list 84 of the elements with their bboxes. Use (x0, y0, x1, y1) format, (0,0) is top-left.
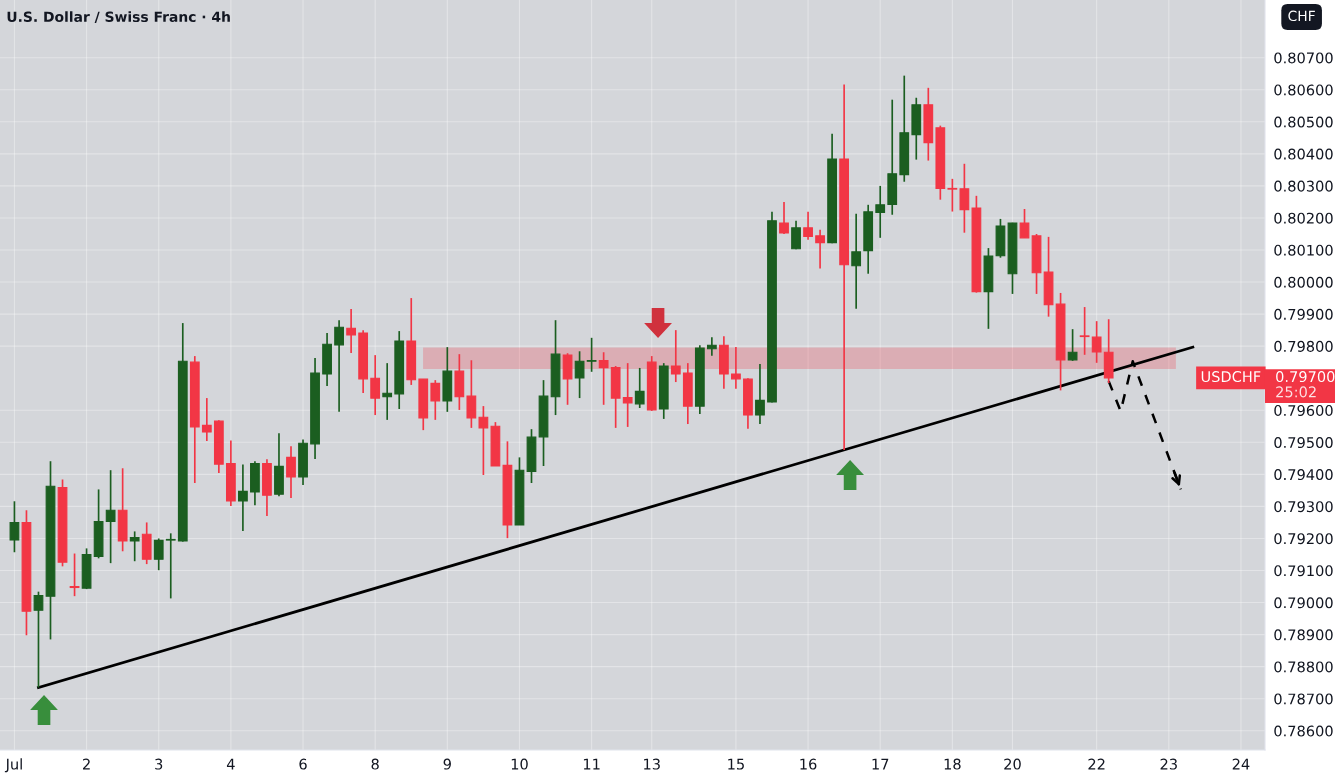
candlestick (622, 362, 633, 428)
x-tick-label: 2 (83, 758, 90, 770)
y-tick-label: 0.79000 (1274, 597, 1333, 609)
y-tick-label: 0.79600 (1274, 404, 1333, 416)
y-tick-label: 0.78800 (1274, 661, 1333, 673)
x-tick-label: 17 (872, 758, 889, 770)
x-tick-label: 10 (511, 758, 528, 770)
candlestick (153, 537, 164, 572)
candlestick (370, 354, 381, 416)
candlestick (586, 336, 597, 373)
x-tick-label: 18 (944, 758, 961, 770)
y-tick-label: 0.80400 (1274, 148, 1333, 160)
candlestick (574, 350, 585, 399)
y-tick-label: 0.80000 (1274, 276, 1333, 288)
candlestick (1079, 306, 1090, 356)
candlestick (803, 211, 813, 241)
candlestick (791, 219, 801, 251)
y-tick-label: 0.79300 (1274, 501, 1333, 513)
x-tick-label: 23 (1160, 758, 1177, 770)
y-tick-label: 0.79400 (1274, 469, 1333, 481)
x-tick-label: 4 (226, 758, 235, 770)
candlestick (947, 178, 958, 213)
candlestick (9, 500, 20, 554)
text: 25:02 (1276, 386, 1316, 398)
candlestick (430, 379, 441, 421)
candlestick (165, 532, 176, 600)
candlestick (238, 463, 248, 532)
candlestick (478, 405, 489, 476)
x-tick-label: 15 (728, 758, 744, 770)
candlestick (286, 445, 296, 499)
x-tick-label: 13 (644, 758, 660, 770)
y-tick-label: 0.78700 (1274, 693, 1333, 705)
y-tick-label: 0.79800 (1274, 340, 1333, 352)
x-tick-label: 16 (800, 758, 817, 770)
y-tick-label: 0.80700 (1274, 52, 1333, 64)
candlestick (875, 185, 886, 239)
candlestick (562, 352, 573, 406)
candlestick (33, 590, 44, 689)
candlestick (755, 363, 765, 425)
y-tick-label: 0.78900 (1274, 629, 1333, 641)
candlestick (1067, 328, 1078, 362)
y-tick-label: 0.80300 (1274, 180, 1333, 192)
line-series (1107, 359, 1183, 491)
y-tick-label: 0.79100 (1274, 565, 1333, 577)
candlestick (466, 359, 477, 429)
candlestick (69, 552, 80, 597)
candlestick (815, 228, 825, 270)
candlestick (959, 162, 970, 234)
y-tick-label: 0.80500 (1274, 116, 1333, 128)
x-tick-label: 22 (1088, 758, 1105, 770)
candlestick (129, 530, 140, 563)
x-tick-label: 8 (371, 758, 379, 770)
candlestick (334, 319, 344, 413)
x-tick-label: 6 (299, 758, 307, 770)
y-tick-label: 0.80600 (1274, 84, 1333, 96)
candlestick (346, 308, 357, 354)
candlestick (1091, 320, 1102, 364)
candlestick (382, 362, 393, 421)
y-tick-label: 0.79200 (1274, 533, 1333, 545)
text: U.S. Dollar / Swiss Franc · 4h (7, 11, 230, 24)
candlestick (670, 329, 681, 383)
candlestick (105, 469, 116, 564)
y-tick-label: 0.80200 (1274, 212, 1333, 224)
x-tick-label: 20 (1004, 758, 1021, 770)
candlestick (598, 351, 609, 406)
candlestick (634, 367, 645, 409)
text: 0.79700 (1276, 371, 1335, 383)
candlestick (1019, 208, 1030, 239)
y-tick-label: 0.78600 (1274, 725, 1333, 737)
text: CHF (1288, 10, 1315, 22)
x-tick-label: 3 (155, 758, 163, 770)
annotation: USDCHF (1201, 371, 1261, 383)
x-tick-label: 11 (583, 758, 600, 770)
x-tick-label: 9 (443, 758, 451, 770)
y-tick-label: 0.79500 (1274, 437, 1333, 449)
candlestick (851, 212, 862, 310)
y-tick-label: 0.79900 (1274, 308, 1333, 320)
x-tick-label: Jul (4, 758, 22, 773)
candlestick (779, 201, 789, 235)
y-tick-label: 0.80100 (1274, 244, 1333, 256)
candlestick (201, 397, 212, 442)
x-tick-label: 24 (1232, 758, 1250, 770)
candlestick (731, 346, 741, 390)
candlestick (706, 336, 717, 357)
